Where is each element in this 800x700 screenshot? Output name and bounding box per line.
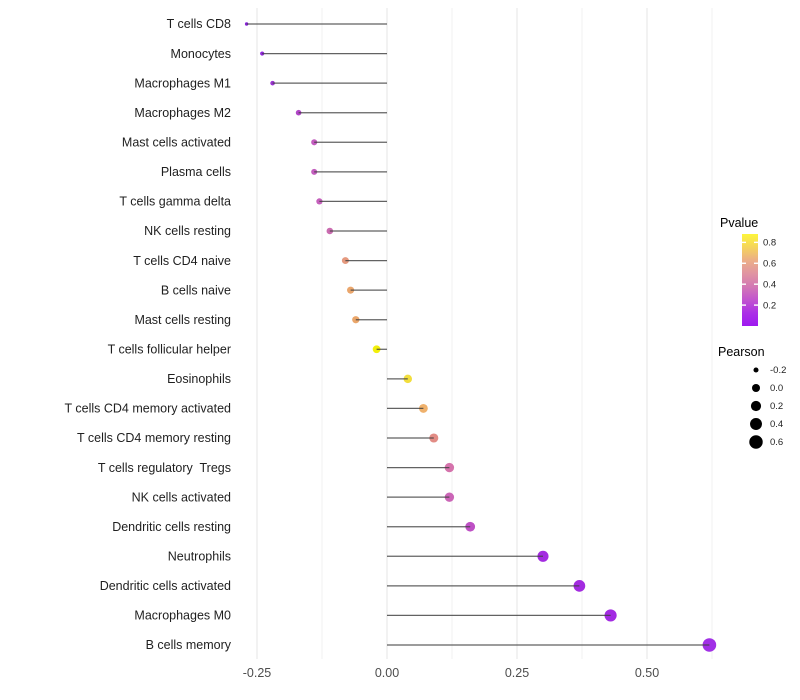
y-axis-label: Macrophages M2 bbox=[134, 106, 231, 120]
size-legend-label: -0.2 bbox=[770, 365, 786, 376]
pearson-legend-title: Pearson bbox=[718, 345, 765, 359]
size-legend-label: 0.0 bbox=[770, 383, 783, 394]
size-legend-label: 0.4 bbox=[770, 419, 783, 430]
y-axis-label: Plasma cells bbox=[161, 165, 231, 179]
pvalue-legend-title: Pvalue bbox=[720, 216, 758, 230]
lollipop-dots bbox=[244, 22, 717, 652]
pearson-legend: Pearson -0.2 0.0 0.2 0.4 0.6 bbox=[718, 345, 786, 449]
y-axis-label: T cells CD4 memory activated bbox=[65, 402, 232, 416]
y-axis-label: T cells CD4 memory resting bbox=[77, 431, 231, 445]
x-axis-tick-label: 0.00 bbox=[375, 666, 399, 680]
y-axis-labels: T cells CD8 Monocytes Macrophages M1 Macrop… bbox=[65, 17, 232, 652]
colorbar-tick-label: 0.2 bbox=[763, 300, 776, 311]
x-axis-tick-label: -0.25 bbox=[243, 666, 272, 680]
size-legend-dot bbox=[749, 435, 763, 449]
y-axis-label: Monocytes bbox=[171, 47, 231, 61]
y-axis-label: B cells naive bbox=[161, 283, 231, 297]
y-axis-label: T cells regulatory Tregs bbox=[98, 461, 231, 475]
size-legend-dot bbox=[750, 400, 762, 412]
y-axis-label: Dendritic cells activated bbox=[100, 579, 231, 593]
gridlines bbox=[256, 8, 713, 659]
y-axis-label: Macrophages M0 bbox=[134, 609, 231, 623]
x-axis-labels: -0.25 0.00 0.25 0.50 bbox=[243, 666, 659, 680]
colorbar-tick-label: 0.6 bbox=[763, 258, 776, 269]
y-axis-label: B cells memory bbox=[146, 638, 232, 652]
y-axis-label: Mast cells activated bbox=[122, 135, 231, 149]
size-legend-dot bbox=[751, 383, 761, 393]
y-axis-label: T cells follicular helper bbox=[108, 342, 231, 356]
lollipop-stems bbox=[246, 23, 710, 646]
y-axis-label: T cells CD4 naive bbox=[133, 254, 231, 268]
x-axis-tick-label: 0.50 bbox=[635, 666, 659, 680]
size-legend-dot bbox=[753, 367, 759, 373]
colorbar-tick-label: 0.4 bbox=[763, 279, 776, 290]
lollipop-dot bbox=[295, 109, 302, 116]
y-axis-label: Macrophages M1 bbox=[134, 76, 231, 90]
y-axis-label: T cells gamma delta bbox=[119, 195, 231, 209]
y-axis-label: NK cells resting bbox=[144, 224, 231, 238]
y-axis-label: Dendritic cells resting bbox=[112, 520, 231, 534]
y-axis-label: T cells CD8 bbox=[167, 17, 231, 31]
y-axis-label: NK cells activated bbox=[132, 490, 231, 504]
pvalue-legend: Pvalue 0.8 0.6 0.4 0.2 bbox=[720, 216, 776, 326]
size-legend-label: 0.6 bbox=[770, 437, 783, 448]
colorbar-tick-label: 0.8 bbox=[763, 238, 776, 249]
y-axis-label: Mast cells resting bbox=[134, 313, 231, 327]
y-axis-label: Eosinophils bbox=[167, 372, 231, 386]
pvalue-colorbar bbox=[742, 234, 758, 326]
x-axis-tick-label: 0.25 bbox=[505, 666, 529, 680]
y-axis-label: Neutrophils bbox=[168, 549, 231, 563]
size-legend-label: 0.2 bbox=[770, 401, 783, 412]
size-legend-dot bbox=[750, 418, 762, 430]
